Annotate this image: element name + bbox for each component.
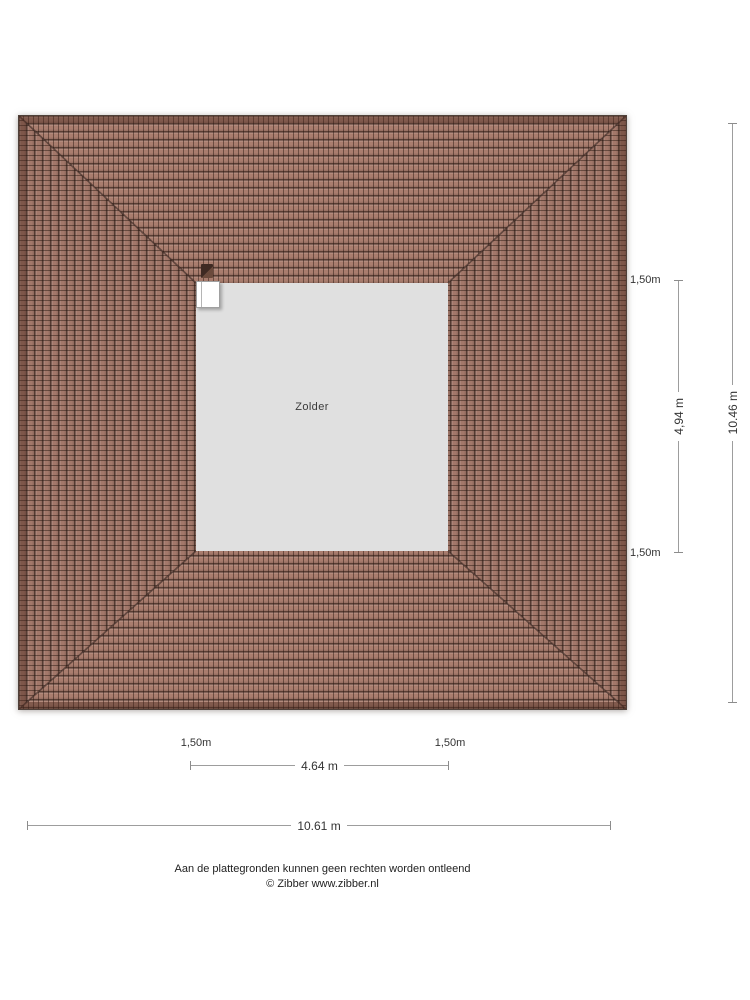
dimension-horizontal-inner: 4.64 m: [190, 758, 449, 773]
roof-plane-north: [18, 115, 627, 283]
dim-line: [191, 765, 296, 766]
room-label: Zolder: [295, 401, 329, 413]
hip-line-sw: [18, 550, 197, 710]
dim-tick: [190, 761, 191, 770]
dimension-horizontal-outer: 10.61 m: [27, 818, 612, 833]
dim-tick: [27, 821, 28, 830]
dimension-vertical-inner: 4,94 m: [671, 280, 686, 553]
dimension-label-horizontal-inner: 4.64 m: [301, 758, 338, 773]
dimension-label-vertical-inner: 4,94 m: [671, 398, 686, 435]
footer: Aan de plattegronden kunnen geen rechten…: [0, 862, 645, 891]
offset-label-bottom-right: 1,50m: [434, 737, 466, 749]
roof-plan: Zolder: [18, 115, 627, 710]
offset-label-right-bottom: 1,50m: [630, 547, 661, 559]
dim-tick: [728, 702, 737, 704]
offset-label-right-top: 1,50m: [630, 274, 661, 286]
roof-plane-west: [18, 115, 196, 710]
eave-band: [18, 115, 627, 710]
dim-line: [678, 440, 679, 552]
attic-floor: Zolder: [196, 283, 448, 551]
dim-line: [678, 281, 679, 393]
dim-line: [28, 825, 292, 826]
offset-label-bottom-left: 1,50m: [180, 737, 212, 749]
dim-line: [732, 440, 733, 703]
dim-tick: [728, 123, 737, 124]
roof-vent-icon: [201, 264, 213, 278]
roof-plane-east: [448, 115, 627, 710]
roof-outline: [18, 115, 627, 710]
hip-line-se: [447, 550, 627, 710]
hip-line-ne: [447, 115, 627, 284]
dim-tick: [610, 821, 612, 830]
roof-tile-drawing: [18, 115, 627, 710]
dimension-vertical-outer: 10.46 m: [725, 123, 740, 704]
dim-tick: [674, 552, 683, 553]
roof-window-sash: [201, 282, 202, 307]
dim-tick: [448, 761, 449, 770]
dim-line: [346, 825, 611, 826]
dimension-label-vertical-outer: 10.46 m: [725, 391, 740, 435]
footer-disclaimer: Aan de plattegronden kunnen geen rechten…: [174, 863, 471, 875]
dimension-label-horizontal-outer: 10.61 m: [297, 818, 341, 833]
footer-copyright: © Zibber www.zibber.nl: [266, 877, 379, 890]
dim-line: [343, 765, 448, 766]
roof-plane-south: [18, 551, 627, 710]
dim-tick: [674, 280, 683, 281]
roof-window-icon: [196, 281, 220, 308]
hip-line-nw: [18, 115, 197, 284]
dim-line: [732, 124, 733, 386]
